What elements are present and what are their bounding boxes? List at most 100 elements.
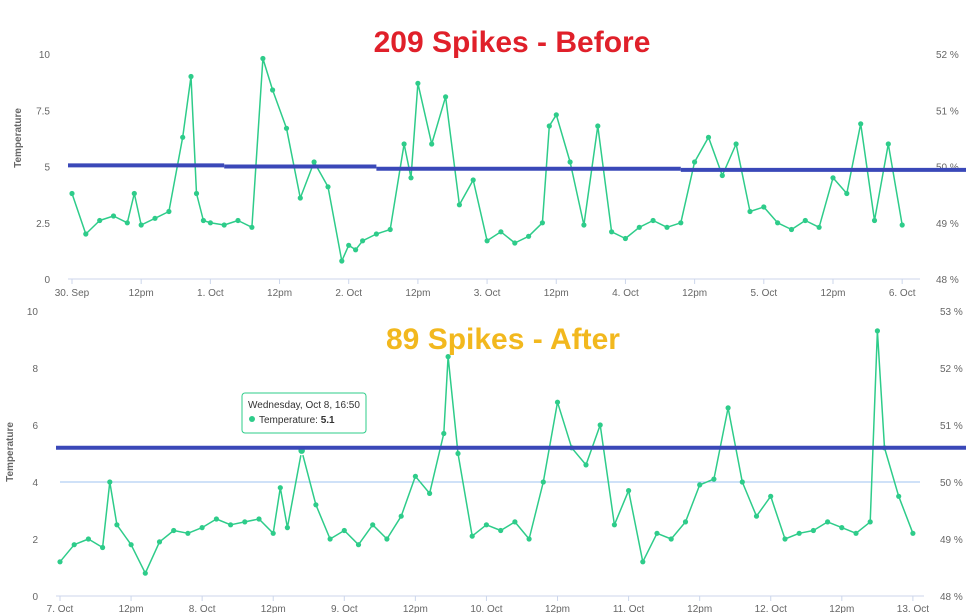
before-data-point xyxy=(802,217,808,224)
after-data-point xyxy=(725,405,731,411)
before-y-tick-label: 0 xyxy=(44,275,50,286)
after-data-point xyxy=(611,522,618,528)
after-data-point xyxy=(626,488,632,494)
before-x-tick-label: 4. Oct xyxy=(612,288,639,299)
before-data-point xyxy=(539,220,546,226)
after-x-tick-label: 11. Oct xyxy=(613,604,645,613)
after-data-point xyxy=(171,527,177,534)
before-y2-tick-label: 52 % xyxy=(936,50,959,61)
after-y2-tick-label: 51 % xyxy=(940,421,963,432)
before-data-point xyxy=(339,258,345,264)
after-data-point xyxy=(185,530,191,536)
before-data-point xyxy=(512,240,518,246)
after-data-point xyxy=(796,530,802,536)
after-x-tick-label: 12pm xyxy=(545,604,570,613)
before-data-point xyxy=(401,141,407,147)
before-y-tick-label: 10 xyxy=(39,50,51,61)
before-data-point xyxy=(415,80,421,86)
after-data-point xyxy=(445,354,451,360)
before-x-tick-label: 6. Oct xyxy=(889,288,916,299)
after-data-point xyxy=(654,530,660,536)
after-data-point xyxy=(498,527,504,534)
after-data-point xyxy=(355,542,362,548)
before-data-point xyxy=(844,190,850,197)
before-chart-title: 209 Spikes - Before xyxy=(374,26,651,59)
before-data-point xyxy=(484,238,490,244)
before-data-point xyxy=(270,87,276,93)
after-data-point xyxy=(640,559,646,565)
after-data-point xyxy=(270,530,276,536)
after-x-tick-label: 12. Oct xyxy=(755,604,787,613)
before-y-axis-label: Temperature xyxy=(13,108,24,168)
before-data-point xyxy=(899,222,905,228)
after-y-tick-label: 8 xyxy=(32,364,38,375)
after-data-point xyxy=(199,525,205,531)
before-y-tick-label: 5 xyxy=(44,163,50,174)
after-data-point xyxy=(398,513,404,519)
before-data-point xyxy=(761,204,767,210)
before-data-point xyxy=(747,208,753,215)
temperature-tooltip: Wednesday, Oct 8, 16:50 Temperature: 5.1 xyxy=(241,392,367,434)
before-data-point xyxy=(816,224,822,230)
after-series xyxy=(57,328,916,576)
after-y2-tick-label: 49 % xyxy=(940,535,963,546)
tooltip-date: Wednesday, Oct 8, 16:50 xyxy=(248,400,360,411)
before-y-axis: 0 2.5 5 7.5 10 xyxy=(36,50,50,286)
tooltip-series-name: Temperature: 5.1 xyxy=(259,415,335,426)
before-data-point xyxy=(221,222,227,228)
after-data-point xyxy=(753,513,760,519)
before-data-point xyxy=(885,141,891,147)
after-data-point xyxy=(128,542,134,548)
after-y2-tick-label: 50 % xyxy=(940,478,963,489)
before-data-point xyxy=(871,217,878,224)
before-data-point xyxy=(207,220,213,226)
after-data-point xyxy=(867,519,873,525)
after-x-tick-label: 12pm xyxy=(261,604,286,613)
before-data-point xyxy=(311,159,317,165)
after-x-tick-label: 9. Oct xyxy=(331,604,358,613)
before-data-point xyxy=(470,177,476,183)
before-data-point xyxy=(260,55,266,62)
before-y-tick-label: 7.5 xyxy=(36,106,50,117)
after-x-tick-label: 12pm xyxy=(687,604,712,613)
before-data-point xyxy=(546,123,552,129)
after-data-point xyxy=(455,450,461,457)
before-data-point xyxy=(526,233,532,239)
before-x-tick-label: 2. Oct xyxy=(335,288,362,299)
after-data-point xyxy=(853,530,859,536)
after-data-point xyxy=(810,527,817,534)
after-x-tick-label: 12pm xyxy=(403,604,428,613)
after-data-point xyxy=(114,522,120,528)
after-data-point xyxy=(427,490,433,496)
before-data-point xyxy=(705,134,712,140)
before-data-point xyxy=(408,175,414,181)
after-x-tick-label: 7. Oct xyxy=(47,604,74,613)
before-y-tick-label: 2.5 xyxy=(36,219,50,230)
after-y-tick-label: 2 xyxy=(32,535,38,546)
tooltip-colon: : xyxy=(315,415,321,426)
before-data-point xyxy=(297,195,303,201)
before-data-point xyxy=(650,217,656,224)
before-data-point xyxy=(283,125,290,131)
after-data-point xyxy=(668,536,674,542)
after-x-tick-label: 12pm xyxy=(119,604,144,613)
before-data-point xyxy=(152,215,158,221)
before-data-point xyxy=(387,226,393,233)
before-x-tick-label: 1. Oct xyxy=(197,288,224,299)
after-x-tick-label: 12pm xyxy=(829,604,854,613)
before-x-tick-label: 12pm xyxy=(405,288,430,299)
after-data-point xyxy=(782,536,788,542)
after-chart-title: 89 Spikes - After xyxy=(386,323,620,356)
after-y-tick-label: 10 xyxy=(27,307,39,318)
before-x-tick-label: 12pm xyxy=(267,288,292,299)
before-threshold-line xyxy=(68,163,966,172)
before-data-point xyxy=(235,217,241,224)
before-data-point xyxy=(622,235,629,242)
tooltip-series-marker xyxy=(249,416,255,422)
after-data-point xyxy=(142,570,148,576)
before-y2-tick-label: 49 % xyxy=(936,219,959,230)
before-data-point xyxy=(788,226,795,233)
after-y-tick-label: 4 xyxy=(32,478,38,489)
before-data-point xyxy=(553,112,559,118)
